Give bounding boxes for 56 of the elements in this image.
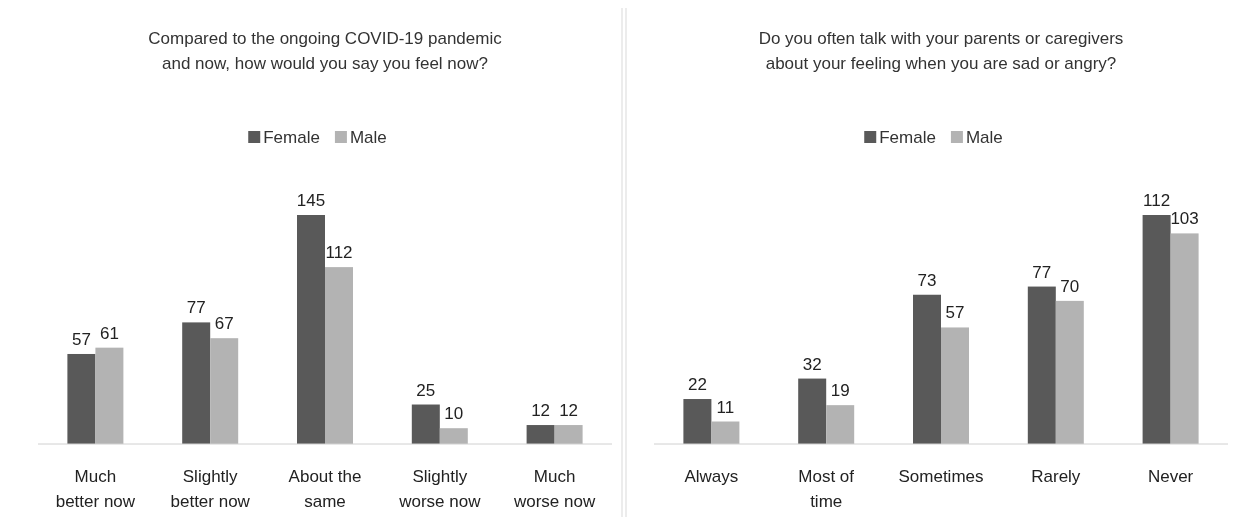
data-label: 19 (830, 381, 850, 401)
bar (439, 428, 468, 444)
x-tick-label: Always (684, 467, 739, 486)
data-label: 61 (99, 323, 119, 343)
data-label: 12 (559, 401, 579, 421)
data-label: 11 (716, 397, 735, 417)
bar (526, 425, 555, 444)
data-label: 103 (1170, 209, 1199, 229)
bar (826, 405, 855, 444)
bar (711, 421, 740, 444)
data-label: 112 (1143, 191, 1171, 210)
bar (182, 322, 211, 444)
data-label: 57 (71, 329, 91, 349)
bar (297, 215, 325, 444)
x-tick-label: Rarely (1031, 467, 1081, 486)
data-label: 77 (186, 298, 206, 318)
data-label: 67 (214, 314, 234, 334)
chart-title: Compared to the ongoing COVID-19 pandemic and now, how would you say you feel now? (148, 29, 503, 73)
x-tick-label: Never (1147, 467, 1194, 486)
bar (1142, 215, 1171, 444)
data-label: 22 (687, 375, 707, 395)
data-label: 57 (945, 303, 965, 323)
bar (210, 338, 239, 444)
bar (1027, 286, 1056, 444)
bar (913, 294, 941, 444)
data-label: 12 (531, 401, 551, 421)
data-label: 32 (802, 354, 822, 374)
data-label: 70 (1060, 276, 1080, 296)
x-tick-label: Most of time (798, 467, 855, 511)
bar (411, 404, 440, 444)
legend-label: Female (263, 128, 320, 147)
bar (95, 347, 124, 444)
bar (1170, 233, 1199, 444)
data-label: 25 (416, 380, 436, 400)
legend-label: Male (349, 128, 387, 147)
bar (554, 425, 583, 444)
data-label: 73 (917, 270, 937, 290)
bar (67, 353, 96, 444)
bar (798, 378, 827, 444)
data-label: 112 (325, 243, 353, 263)
data-label: 145 (296, 191, 326, 210)
bar (1055, 300, 1084, 444)
x-tick-label: Much worse now (512, 467, 596, 511)
data-label: 77 (1032, 262, 1052, 282)
x-tick-label: Sometimes (898, 467, 984, 486)
bar (683, 399, 712, 444)
x-tick-label: About the same (288, 467, 362, 511)
chart-title: Do you often talk with your parents or caregivers about your feeling when you are sad or angry? (758, 29, 1124, 73)
bar (325, 267, 353, 444)
x-tick-label: Slightly worse now (398, 467, 482, 511)
data-label: 10 (444, 404, 464, 424)
x-tick-label: Slightly better now (170, 467, 251, 511)
x-tick-label: Much better now (55, 467, 136, 511)
legend-label: Male (965, 128, 1003, 147)
legend-label: Female (879, 128, 936, 147)
bar (941, 327, 969, 444)
